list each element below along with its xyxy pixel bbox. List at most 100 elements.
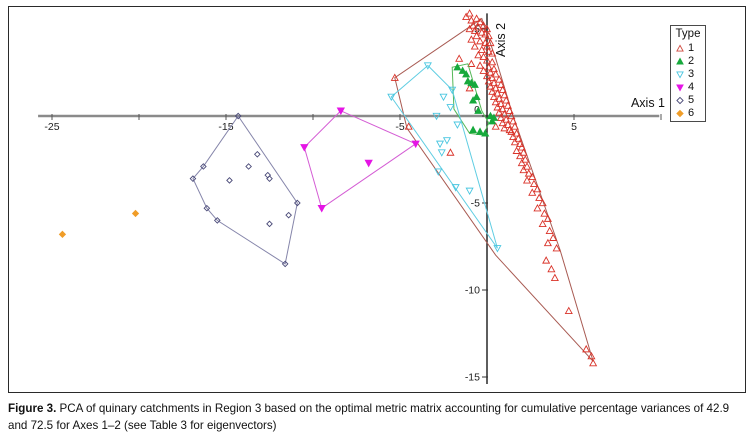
data-point-type-3: [423, 62, 432, 70]
x-tick-label: -15: [218, 121, 233, 133]
data-point-type-1: [488, 73, 497, 81]
data-point-type-2: [453, 63, 462, 71]
data-point-type-1: [533, 203, 542, 212]
data-point-type-3: [387, 93, 396, 102]
data-point-type-1: [538, 219, 547, 228]
data-point-type-1: [589, 358, 598, 367]
data-point-type-2: [469, 96, 478, 104]
data-point-type-1: [465, 24, 474, 33]
data-point-type-1: [502, 96, 511, 104]
data-point-type-1: [500, 123, 509, 132]
data-point-type-6: [58, 230, 67, 238]
data-point-type-1: [552, 244, 561, 252]
series-1-points: [390, 9, 598, 367]
x-axis-title: Axis 1: [631, 96, 665, 110]
legend-entry-label: 4: [688, 80, 695, 93]
y-tick-label: -10: [465, 285, 480, 297]
legend-marker-diamond-icon: [676, 96, 684, 104]
data-point-type-1: [510, 137, 519, 146]
data-point-type-2: [488, 116, 497, 125]
data-point-type-3: [434, 168, 443, 176]
data-point-type-1: [475, 61, 485, 69]
data-point-type-1: [465, 9, 474, 17]
data-point-type-1: [498, 118, 507, 127]
data-point-type-1: [547, 264, 556, 273]
data-point-type-1: [484, 63, 493, 71]
data-point-type-3: [453, 121, 462, 129]
x-tick-label: -5: [395, 121, 404, 133]
legend-entry-6: 6: [671, 106, 705, 119]
data-point-type-3: [439, 93, 448, 102]
x-tick-label: -25: [44, 121, 59, 133]
data-point-type-3: [432, 112, 441, 121]
figure-caption: Figure 3. PCA of quinary catchments in R…: [8, 401, 744, 435]
data-point-type-1: [496, 80, 505, 88]
legend-entry-label: 1: [688, 41, 695, 54]
y-tick-label: -15: [465, 372, 480, 384]
y-axis-title: Axis 2: [494, 23, 508, 57]
legend-entry-3: 3: [671, 67, 705, 80]
data-point-type-1: [510, 122, 519, 130]
data-point-type-1: [519, 165, 528, 174]
data-point-type-1: [493, 103, 502, 111]
data-point-type-1: [479, 52, 488, 60]
data-point-type-1: [507, 127, 516, 135]
data-point-type-1: [512, 146, 521, 154]
legend-marker-tri-down-icon: [676, 71, 684, 79]
legend-entry-label: 6: [688, 106, 695, 119]
data-point-type-1: [509, 132, 518, 141]
data-point-type-1: [482, 42, 492, 50]
data-point-type-1: [482, 24, 492, 33]
data-point-type-1: [503, 101, 512, 109]
data-point-type-1: [533, 184, 542, 193]
data-point-type-1: [495, 108, 504, 116]
data-point-type-1: [493, 89, 502, 97]
data-point-type-3: [451, 184, 460, 192]
data-point-type-1: [500, 90, 509, 99]
data-point-type-1: [528, 172, 537, 181]
data-point-type-1: [500, 110, 509, 118]
data-point-type-1: [472, 14, 481, 22]
data-point-type-5: [203, 204, 211, 212]
data-point-type-5: [200, 163, 207, 170]
data-point-type-1: [472, 31, 481, 40]
data-point-type-1: [469, 21, 478, 29]
data-point-type-1: [470, 26, 479, 34]
data-point-type-1: [491, 97, 500, 106]
data-point-type-1: [486, 68, 495, 76]
x-tick-label: 5: [571, 121, 577, 133]
data-point-type-1: [503, 120, 512, 128]
series-4-points: [300, 107, 420, 213]
data-point-type-2: [470, 80, 479, 88]
caption-text: PCA of quinary catchments in Region 3 ba…: [8, 402, 730, 432]
legend-marker-diamond-icon: [676, 109, 684, 117]
caption-label: Figure 3.: [8, 402, 57, 415]
data-point-type-1: [505, 106, 514, 114]
series-3-points: [387, 62, 502, 253]
data-point-type-2: [481, 129, 490, 137]
series-6-points: [58, 209, 140, 238]
data-point-type-3: [465, 187, 474, 196]
data-point-type-1: [550, 273, 559, 281]
data-point-type-3: [435, 140, 445, 149]
data-point-type-3: [448, 86, 457, 95]
data-point-type-1: [488, 87, 497, 95]
data-point-type-1: [489, 64, 499, 73]
data-point-type-1: [486, 82, 495, 90]
data-point-type-1: [587, 351, 596, 360]
data-point-type-6: [131, 209, 140, 218]
legend-entry-1: 1: [671, 41, 705, 54]
data-point-type-1: [564, 306, 573, 315]
data-point-type-1: [519, 148, 528, 156]
chart-border: [8, 6, 746, 393]
data-point-type-1: [446, 148, 455, 156]
data-point-type-1: [498, 85, 507, 94]
data-point-type-1: [528, 188, 537, 196]
data-point-type-1: [517, 158, 526, 167]
data-point-type-1: [470, 42, 479, 50]
data-point-type-1: [489, 92, 499, 101]
data-point-type-1: [507, 111, 516, 120]
data-point-type-1: [529, 179, 539, 188]
